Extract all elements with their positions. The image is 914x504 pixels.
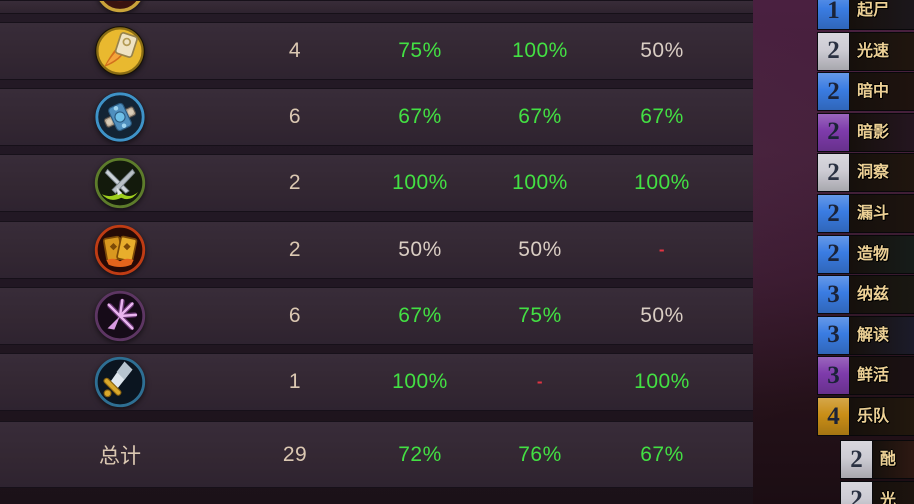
row-percent: 100% [512, 171, 568, 194]
mana-cost-box: 3 [817, 315, 850, 355]
row-count: 2 [288, 171, 302, 194]
winrate-table: 4 75% 100% 50% 6 67% 67% 67% 2 100% 100% 100% 2 50% 50… [0, 0, 753, 504]
row-count: 4 [288, 39, 302, 62]
table-row: 6 67% 75% 50% [0, 287, 753, 345]
mana-cost-box: 3 [817, 356, 850, 396]
card-name: 漏斗 [850, 194, 914, 233]
deck-card-tile: 2 暗影 [817, 112, 914, 152]
deck-card-tile: 2 洞察 [817, 153, 914, 193]
row-percent: 67% [398, 105, 442, 128]
deck-card-tile: 4 乐队 [817, 397, 914, 436]
deck-card-tile: 2 造物 [817, 234, 914, 274]
row-count: 29 [282, 442, 308, 466]
card-name: 乐队 [850, 397, 914, 436]
row-percent: 76% [518, 442, 562, 466]
card-name: 纳兹 [850, 275, 914, 315]
row-percent: 75% [518, 304, 562, 327]
card-name: 酏 [873, 440, 914, 479]
holy-stone-icon [94, 25, 146, 77]
mana-cost-box: 1 [817, 0, 850, 30]
mana-cost-box: 2 [840, 440, 873, 479]
card-name: 光 [873, 480, 914, 504]
row-percent: - [658, 240, 666, 259]
row-percent: 72% [398, 442, 442, 466]
row-percent: 67% [640, 105, 684, 128]
table-row: 4 75% 100% 50% [0, 22, 753, 80]
table-row: 1 100% - 100% [0, 353, 753, 411]
card-name: 解读 [850, 315, 914, 355]
mana-cost-box: 2 [817, 194, 850, 233]
row-count: 6 [288, 105, 302, 128]
card-name: 鲜活 [850, 356, 914, 396]
total-label: 总计 [99, 444, 141, 468]
mana-cost-box: 2 [817, 31, 850, 71]
deck-tracker: 1 起尸 2 光速 2 暗中 2 暗影 2 洞察 2 漏斗 2 造物 3 纳兹 3 解读 3 鲜活 4 乐队 2 酏 2 光 [817, 0, 914, 504]
mana-cost-box: 2 [817, 112, 850, 152]
row-percent: 50% [398, 238, 442, 261]
nature-swords-icon [94, 157, 146, 209]
row-percent: 100% [634, 370, 690, 393]
deck-card-tile: 3 纳兹 [817, 275, 914, 315]
deck-card-tile: 2 暗中 [817, 72, 914, 112]
card-name: 暗影 [850, 112, 914, 152]
row-percent: - [536, 372, 544, 391]
deck-card-tile: 3 鲜活 [817, 356, 914, 396]
table-row [0, 0, 753, 14]
row-percent: 67% [398, 304, 442, 327]
row-count: 1 [288, 370, 302, 393]
card-name: 暗中 [850, 72, 914, 112]
row-percent: 50% [640, 39, 684, 62]
deck-card-tile: 2 漏斗 [817, 194, 914, 233]
deck-card-tile: 3 解读 [817, 315, 914, 355]
ember-seal-icon [94, 1, 146, 13]
card-name: 起尸 [850, 0, 914, 30]
deck-card-tile: 1 起尸 [817, 0, 914, 30]
table-row: 6 67% 67% 67% [0, 88, 753, 146]
mech-frame-icon [94, 91, 146, 143]
row-percent: 100% [392, 171, 448, 194]
mana-cost-box: 2 [817, 234, 850, 274]
card-name: 光速 [850, 31, 914, 71]
mana-cost-box: 2 [817, 72, 850, 112]
row-percent: 100% [512, 39, 568, 62]
row-percent: 50% [640, 304, 684, 327]
card-name: 洞察 [850, 153, 914, 193]
card-name: 造物 [850, 234, 914, 274]
deck-card-tile: 2 光速 [817, 31, 914, 71]
row-count: 2 [288, 238, 302, 261]
mana-cost-box: 3 [817, 275, 850, 315]
sword-icon [94, 356, 146, 408]
row-percent: 67% [518, 105, 562, 128]
shadow-hand-icon [94, 290, 146, 342]
table-row: 2 100% 100% 100% [0, 154, 753, 212]
row-percent: 100% [634, 171, 690, 194]
row-percent: 75% [398, 39, 442, 62]
mana-cost-box: 2 [817, 153, 850, 193]
row-percent: 100% [392, 370, 448, 393]
row-percent: 50% [518, 238, 562, 261]
table-total-row: 总计 29 72% 76% 67% [0, 421, 753, 488]
row-count: 6 [288, 304, 302, 327]
mana-cost-box: 4 [817, 397, 850, 436]
table-row: 2 50% 50% - [0, 221, 753, 279]
row-percent: 67% [640, 442, 684, 466]
mana-cost-box: 2 [840, 480, 873, 504]
ember-cards-icon [94, 224, 146, 276]
